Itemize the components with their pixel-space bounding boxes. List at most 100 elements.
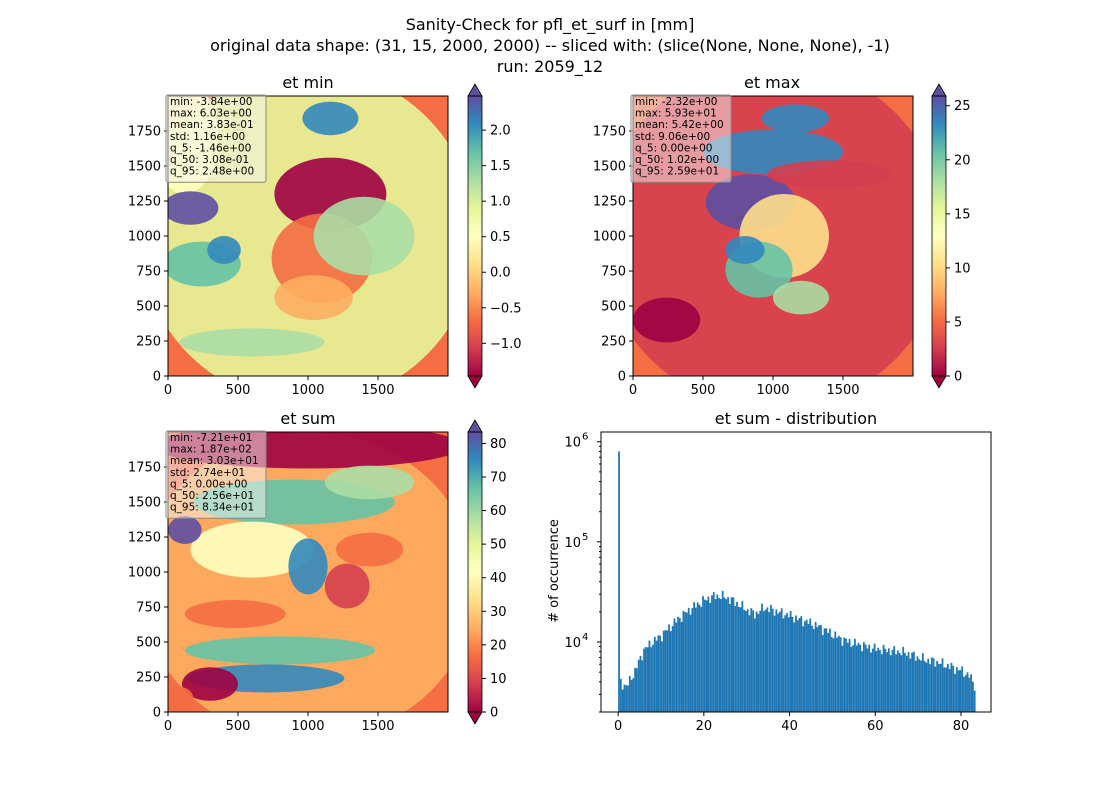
histogram-bar (725, 599, 728, 712)
y-tick-label: 1750 (128, 461, 161, 476)
stats-line: mean: 3.83e-01 (170, 119, 254, 131)
histogram-bar (718, 597, 721, 712)
histogram-bar (961, 666, 964, 712)
histogram-bar (682, 610, 685, 712)
histogram-bar (845, 638, 847, 712)
histogram-bar (662, 630, 665, 712)
colorbar-tick-label: 80 (490, 437, 507, 452)
colorbar-extend-min (467, 711, 483, 725)
y-tick-label: 10 (564, 436, 581, 451)
histogram-bar (950, 662, 953, 712)
panel-et-min: et min 0 500 1000 1500 0 250 500 750 1000 1250 150… (128, 73, 522, 398)
y-tick-label: 250 (136, 671, 161, 686)
histogram-bar (818, 625, 821, 712)
histogram-bar (655, 640, 658, 712)
histogram-bar (648, 640, 651, 712)
colorbar-tick-label: 1.5 (490, 159, 511, 174)
x-tick-label: 80 (953, 719, 970, 734)
histogram-bar (857, 642, 860, 712)
stats-box-frame (165, 430, 267, 519)
histogram-bar (689, 614, 692, 712)
stats-line: q_5: 0.00e+00 (635, 142, 712, 154)
colorbar-tick-label: 70 (490, 470, 507, 485)
x-tick-label: 1000 (291, 719, 324, 734)
map-region (773, 280, 829, 315)
histogram-bar (619, 678, 622, 712)
y-tick-label: 0 (153, 706, 161, 721)
histogram-bar (627, 685, 629, 712)
histogram-bar (948, 669, 951, 712)
histogram-bar (630, 679, 633, 712)
histogram-bar (804, 621, 806, 712)
stats-line: q_50: 1.02e+00 (635, 154, 719, 166)
histogram-bar (848, 638, 851, 712)
histogram-bar (757, 613, 760, 712)
map-region (324, 563, 370, 609)
histogram-bar (750, 608, 753, 712)
histogram-bar (673, 618, 676, 712)
histogram-bar (786, 613, 788, 712)
x-tick-label: 1500 (361, 383, 394, 398)
histogram-bar (793, 622, 796, 712)
map-region (767, 160, 891, 189)
histogram-bar (771, 608, 774, 712)
x-tick-label: 1000 (291, 383, 324, 398)
histogram-bar (653, 636, 656, 712)
histogram-bar (921, 653, 924, 712)
map-region (274, 275, 353, 320)
histogram-bar (843, 637, 846, 712)
colorbar-gradient (468, 96, 482, 376)
map-region (168, 516, 202, 544)
histogram-bar (896, 650, 899, 712)
histogram-bar (652, 644, 654, 712)
histogram-bar (927, 658, 930, 712)
colorbar-et-sum: 0 10 20 30 40 50 60 70 80 (467, 419, 507, 725)
colorbar-gradient (468, 432, 482, 712)
histogram-bar (643, 648, 645, 712)
histogram-bar (700, 606, 703, 712)
stats-line: q_95: 2.59e+01 (635, 166, 719, 178)
map-region (179, 328, 325, 357)
histogram-bar (745, 610, 747, 712)
histogram-bar (753, 618, 756, 712)
histogram-bar (721, 590, 724, 712)
histogram-bar (727, 596, 729, 712)
histogram-bar (816, 627, 819, 712)
histogram-bar (625, 685, 628, 712)
histogram-bar (868, 644, 871, 712)
colorbar-tick-label: 2.0 (490, 124, 511, 139)
x-tick-label: 1500 (826, 383, 859, 398)
histogram-bar (723, 597, 726, 712)
colorbar-extend-max (467, 419, 483, 433)
histogram-bar (752, 610, 754, 712)
histogram-bar (925, 662, 928, 712)
histogram-bar (730, 597, 733, 712)
histogram-bar (669, 631, 672, 712)
map-region (633, 297, 701, 343)
histogram-bar (898, 652, 901, 712)
histogram-bar (628, 675, 631, 712)
y-tick-label: 0 (618, 370, 626, 385)
histogram-bar (664, 630, 667, 712)
histogram-bar (875, 650, 878, 712)
histogram-bar (964, 675, 967, 712)
histogram-bar (973, 690, 976, 712)
map-region (184, 636, 376, 665)
histogram-bar (684, 612, 687, 712)
histogram-bar (850, 646, 853, 712)
x-tick-label: 0 (629, 383, 637, 398)
histogram-bar (932, 658, 935, 712)
stats-line: q_95: 2.48e+00 (170, 166, 254, 178)
histogram-bar (811, 625, 813, 712)
histogram-bar (736, 601, 738, 712)
stats-line: q_50: 3.08e-01 (170, 154, 249, 166)
stats-line: min: -2.32e+00 (635, 96, 717, 108)
histogram-bar (784, 615, 787, 712)
stats-line: q_50: 2.56e+01 (170, 490, 254, 502)
y-tick-label: 1000 (128, 230, 161, 245)
colorbar-tick-label: 10 (954, 261, 971, 276)
histogram-bar (888, 648, 890, 712)
histogram-bar (918, 659, 921, 712)
histogram-bar (882, 644, 885, 712)
